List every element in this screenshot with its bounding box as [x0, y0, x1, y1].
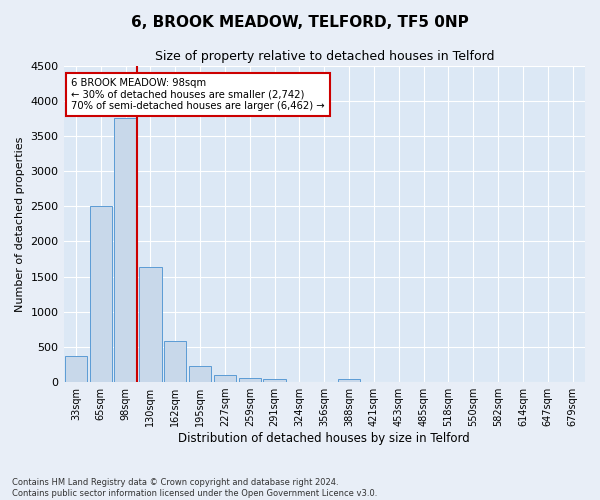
X-axis label: Distribution of detached houses by size in Telford: Distribution of detached houses by size …: [178, 432, 470, 445]
Title: Size of property relative to detached houses in Telford: Size of property relative to detached ho…: [155, 50, 494, 63]
Y-axis label: Number of detached properties: Number of detached properties: [15, 136, 25, 312]
Bar: [115, 118, 137, 382]
Bar: [189, 366, 211, 382]
Bar: [89, 206, 112, 382]
Bar: [139, 266, 161, 382]
Bar: [164, 340, 187, 382]
Bar: [214, 374, 236, 382]
Bar: [338, 378, 360, 382]
Bar: [65, 356, 87, 382]
Text: Contains HM Land Registry data © Crown copyright and database right 2024.
Contai: Contains HM Land Registry data © Crown c…: [12, 478, 377, 498]
Text: 6 BROOK MEADOW: 98sqm
← 30% of detached houses are smaller (2,742)
70% of semi-d: 6 BROOK MEADOW: 98sqm ← 30% of detached …: [71, 78, 325, 112]
Bar: [239, 378, 261, 382]
Text: 6, BROOK MEADOW, TELFORD, TF5 0NP: 6, BROOK MEADOW, TELFORD, TF5 0NP: [131, 15, 469, 30]
Bar: [263, 379, 286, 382]
